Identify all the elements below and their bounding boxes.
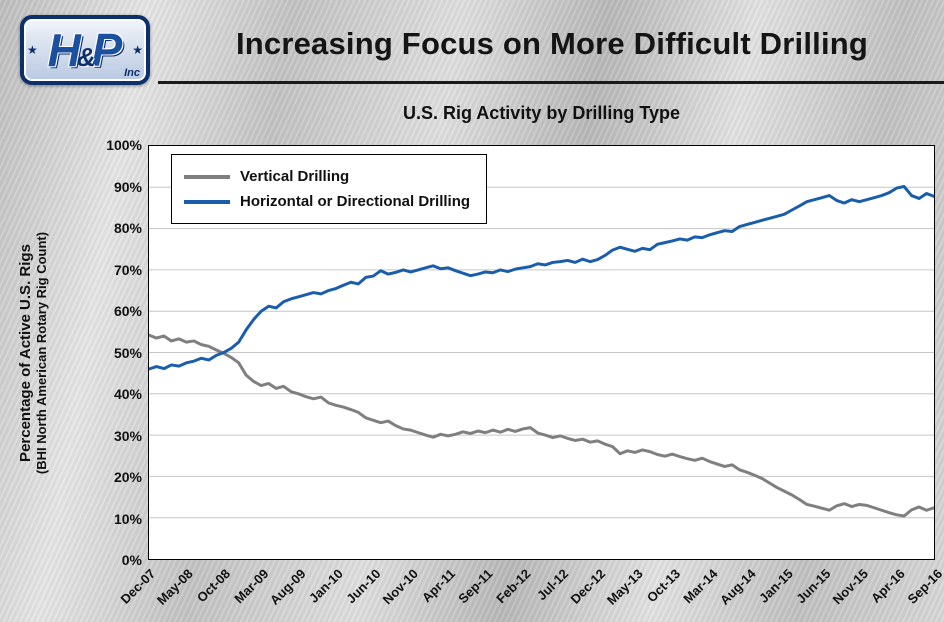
legend-label: Vertical Drilling <box>240 168 350 185</box>
y-tick-label: 40% <box>113 386 142 402</box>
logo-ampersand: & <box>76 42 96 72</box>
x-tick-label: Aug-09 <box>266 566 309 608</box>
series-line-1 <box>149 185 934 371</box>
hp-logo: ★ H & P Inc ★ <box>20 15 150 85</box>
star-icon: ★ <box>132 43 143 57</box>
plot-area: Vertical Drilling Horizontal or Directio… <box>148 145 935 560</box>
y-axis-labels: 0% 10% 20% 30% 40% 50% 60% 70% 80% 90% 100% <box>90 137 142 568</box>
y-tick-label: 0% <box>121 552 142 568</box>
y-tick-label: 100% <box>106 137 142 153</box>
x-tick-label: Jun-10 <box>343 566 384 607</box>
x-tick-label: May-13 <box>604 566 646 608</box>
x-tick-label: Jan-15 <box>755 566 796 606</box>
x-tick-label: May-08 <box>154 566 197 608</box>
x-tick-label: Sep-16 <box>904 566 944 607</box>
chart-canvas <box>149 185 934 519</box>
vertical-drilling-line-swatch <box>184 174 230 179</box>
logo-inc-text: Inc <box>124 67 140 79</box>
chart-title: U.S. Rig Activity by Drilling Type <box>402 103 681 123</box>
x-tick-label: Aug-14 <box>716 566 759 608</box>
y-axis-title-sub: (BHI North American Rotary Rig Count) <box>34 231 49 475</box>
x-tick-label: Jun-15 <box>792 566 834 607</box>
x-tick-label: Jul-12 <box>533 566 571 604</box>
star-icon: ★ <box>27 43 38 57</box>
x-tick-label: Sep-11 <box>455 566 496 607</box>
y-tick-label: 50% <box>113 344 142 361</box>
chart-legend: Vertical Drilling Horizontal or Directio… <box>171 154 488 224</box>
x-tick-label: Oct-08 <box>194 566 234 606</box>
y-tick-label: 60% <box>113 303 142 319</box>
series-line-0 <box>149 333 934 518</box>
logo-letter-h: H <box>47 24 81 76</box>
x-tick-label: Nov-15 <box>829 566 871 608</box>
legend-label: Horizontal or Directional Drilling <box>240 193 471 210</box>
y-tick-label: 90% <box>113 178 142 195</box>
y-axis-title: Percentage of Active U.S. Rigs (BHI Nort… <box>17 143 73 563</box>
x-tick-label: Dec-12 <box>567 566 609 607</box>
y-tick-label: 80% <box>113 220 142 236</box>
horizontal-drilling-line-swatch <box>184 199 230 204</box>
y-tick-label: 70% <box>113 261 142 278</box>
x-tick-label: Apr-16 <box>868 566 909 606</box>
y-tick-label: 30% <box>113 427 142 444</box>
x-tick-label: Jan-10 <box>306 566 346 606</box>
x-tick-label: Oct-13 <box>644 566 684 606</box>
y-tick-label: 10% <box>113 510 142 527</box>
x-tick-label: Feb-12 <box>493 566 534 607</box>
x-axis-labels: Dec-07 May-08 Oct-08 Mar-09 Aug-09 Jan-10 Jun-… <box>118 562 944 622</box>
x-tick-label: Mar-09 <box>230 566 272 607</box>
y-axis-title-main: Percentage of Active U.S. Rigs <box>17 244 34 462</box>
x-tick-label: Mar-14 <box>680 566 721 607</box>
legend-item-vertical: Vertical Drilling <box>184 164 470 189</box>
x-tick-label: Dec-07 <box>117 566 159 607</box>
page-title: Increasing Focus on More Difficult Drill… <box>235 26 869 61</box>
x-tick-label: Nov-10 <box>379 566 421 608</box>
header-divider <box>158 81 944 84</box>
logo-letter-p: P <box>91 24 123 76</box>
legend-item-horizontal: Horizontal or Directional Drilling <box>184 189 470 214</box>
header: Increasing Focus on More Difficult Drill… <box>162 26 942 62</box>
logo-letters: H & P <box>48 27 123 73</box>
x-tick-label: Apr-11 <box>419 566 459 606</box>
y-tick-label: 20% <box>113 469 142 485</box>
